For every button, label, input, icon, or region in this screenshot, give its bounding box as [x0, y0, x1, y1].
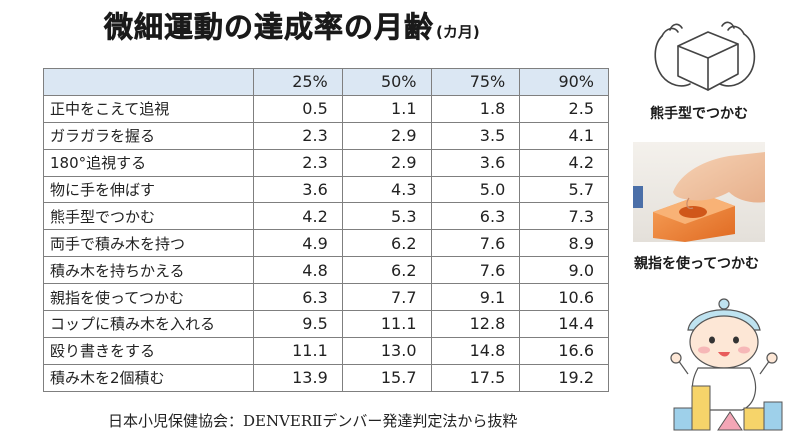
- table-row: 物に手を伸ばす 3.6 4.3 5.0 5.7: [43, 175, 609, 204]
- table-row: コップに積み木を入れる 9.5 11.1 12.8 14.4: [43, 310, 609, 338]
- value-cell: 3.6: [253, 175, 343, 204]
- value-cell: 16.6: [519, 336, 609, 365]
- value-cell: 4.9: [253, 229, 343, 258]
- value-cell: 17.5: [430, 363, 521, 392]
- value-cell: 7.6: [430, 256, 521, 285]
- title-main: 微細運動の達成率の月齢: [104, 10, 435, 45]
- value-cell: 10.6: [519, 283, 609, 312]
- row-label: 積み木を2個積む: [43, 363, 254, 392]
- value-cell: 1.1: [341, 94, 432, 123]
- table-row: ガラガラを握る 2.3 2.9 3.5 4.1: [43, 121, 609, 150]
- value-cell: 12.8: [430, 310, 521, 338]
- table-row: 親指を使ってつかむ 6.3 7.7 9.1 10.6: [43, 283, 609, 312]
- value-cell: 19.2: [519, 363, 609, 392]
- value-cell: 11.1: [253, 336, 343, 365]
- source-note: 日本小児保健協会：DENVERⅡデンバー発達判定法から抜粋: [108, 412, 518, 430]
- value-cell: 3.6: [430, 148, 521, 177]
- table-header-row: 25% 50% 75% 90%: [43, 68, 609, 96]
- value-cell: 6.2: [341, 229, 432, 258]
- value-cell: 5.3: [341, 202, 432, 231]
- value-cell: 2.9: [341, 121, 432, 150]
- value-cell: 2.9: [341, 148, 432, 177]
- value-cell: 13.0: [341, 336, 432, 365]
- table-row: 180°追視する 2.3 2.9 3.6 4.2: [43, 148, 609, 177]
- value-cell: 6.3: [430, 202, 521, 231]
- value-cell: 9.0: [519, 256, 609, 285]
- row-label: 180°追視する: [43, 148, 254, 177]
- milestone-table: 25% 50% 75% 90% 正中をこえて追視 0.5 1.1 1.8 2.5 ガラガラ…: [43, 68, 609, 392]
- value-cell: 2.3: [253, 148, 343, 177]
- table-row: 両手で積み木を持つ 4.9 6.2 7.6 8.9: [43, 229, 609, 258]
- value-cell: 3.5: [430, 121, 521, 150]
- value-cell: 11.1: [341, 310, 432, 338]
- value-cell: 7.7: [341, 283, 432, 312]
- row-label: コップに積み木を入れる: [43, 310, 254, 338]
- value-cell: 15.7: [341, 363, 432, 392]
- value-cell: 9.5: [253, 310, 343, 338]
- header-cell: 90%: [519, 68, 609, 96]
- value-cell: 7.6: [430, 229, 521, 258]
- value-cell: 4.8: [253, 256, 343, 285]
- row-label: 正中をこえて追視: [43, 94, 254, 123]
- header-cell: 50%: [341, 68, 432, 96]
- row-label: 物に手を伸ばす: [43, 175, 254, 204]
- side-label-rake-grasp: 熊手型でつかむ: [650, 106, 748, 122]
- value-cell: 0.5: [253, 94, 343, 123]
- value-cell: 4.2: [519, 148, 609, 177]
- row-label: 熊手型でつかむ: [43, 202, 254, 231]
- table-row: 殴り書きをする 11.1 13.0 14.8 16.6: [43, 336, 609, 365]
- baby-with-blocks-icon: [670, 298, 783, 431]
- value-cell: 5.0: [430, 175, 521, 204]
- value-cell: 14.8: [430, 336, 521, 365]
- header-cell: 25%: [253, 68, 343, 96]
- table-row: 積み木を2個積む 13.9 15.7 17.5 19.2: [43, 363, 609, 392]
- value-cell: 13.9: [253, 363, 343, 392]
- value-cell: 4.1: [519, 121, 609, 150]
- row-label: 両手で積み木を持つ: [43, 229, 254, 258]
- value-cell: 2.5: [519, 94, 609, 123]
- row-label: 殴り書きをする: [43, 336, 254, 365]
- value-cell: 9.1: [430, 283, 521, 312]
- value-cell: 8.9: [519, 229, 609, 258]
- hand-pinching-block-photo: [633, 142, 765, 242]
- header-corner: [43, 68, 254, 96]
- row-label: ガラガラを握る: [43, 121, 254, 150]
- value-cell: 14.4: [519, 310, 609, 338]
- title-unit: (カ月): [436, 23, 480, 41]
- value-cell: 2.3: [253, 121, 343, 150]
- value-cell: 4.2: [253, 202, 343, 231]
- row-label: 積み木を持ちかえる: [43, 256, 254, 285]
- value-cell: 7.3: [519, 202, 609, 231]
- hand-grasping-block-icon: [654, 21, 756, 91]
- value-cell: 1.8: [430, 94, 521, 123]
- value-cell: 4.3: [341, 175, 432, 204]
- table-row: 熊手型でつかむ 4.2 5.3 6.3 7.3: [43, 202, 609, 231]
- table-row: 積み木を持ちかえる 4.8 6.2 7.6 9.0: [43, 256, 609, 285]
- header-cell: 75%: [430, 68, 521, 96]
- side-label-pincer-grasp: 親指を使ってつかむ: [634, 256, 760, 272]
- value-cell: 6.2: [341, 256, 432, 285]
- value-cell: 6.3: [253, 283, 343, 312]
- row-label: 親指を使ってつかむ: [43, 283, 254, 312]
- value-cell: 5.7: [519, 175, 609, 204]
- page-title: 微細運動の達成率の月齢 (カ月): [104, 4, 480, 50]
- table-row: 正中をこえて追視 0.5 1.1 1.8 2.5: [43, 94, 609, 123]
